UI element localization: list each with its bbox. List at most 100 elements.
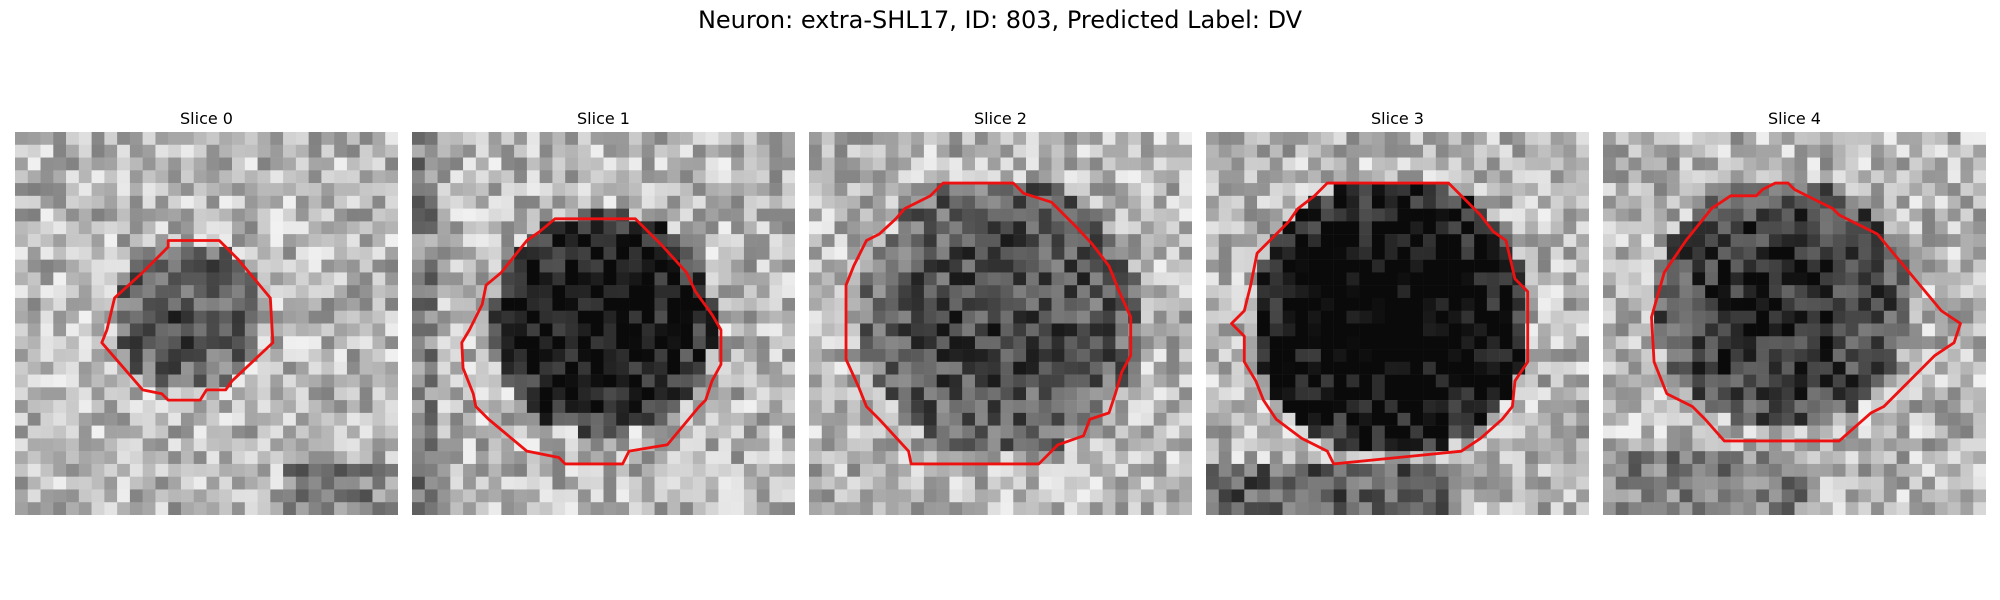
pixel-cell	[923, 285, 937, 299]
pixel-cell	[616, 425, 630, 439]
pixel-cell	[526, 157, 540, 171]
pixel-cell	[1756, 425, 1770, 439]
pixel-cell	[66, 157, 80, 171]
pixel-cell	[91, 349, 105, 363]
pixel-cell	[1397, 183, 1411, 197]
pixel-cell	[1282, 234, 1296, 248]
pixel-cell	[1794, 285, 1808, 299]
pixel-cell	[283, 489, 297, 503]
pixel-cell	[1666, 425, 1680, 439]
pixel-cell	[821, 323, 835, 337]
pixel-cell	[885, 132, 899, 146]
pixel-cell	[756, 476, 770, 490]
pixel-cell	[1615, 412, 1629, 426]
pixel-cell	[1423, 195, 1437, 209]
pixel-cell	[603, 221, 617, 235]
pixel-cell	[501, 285, 515, 299]
pixel-cell	[1308, 489, 1322, 503]
pixel-cell	[577, 132, 591, 146]
pixel-cell	[1615, 463, 1629, 477]
pixel-cell	[142, 183, 156, 197]
pixel-cell	[1896, 476, 1910, 490]
pixel-cell	[1781, 349, 1795, 363]
pixel-cell	[15, 144, 29, 158]
pixel-cell	[1064, 349, 1078, 363]
pixel-cell	[1140, 336, 1154, 350]
pixel-cell	[756, 208, 770, 222]
pixel-cell	[1308, 323, 1322, 337]
pixel-cell	[577, 336, 591, 350]
pixel-cell	[705, 208, 719, 222]
pixel-cell	[168, 183, 182, 197]
pixel-cell	[475, 374, 489, 388]
pixel-cell	[1563, 489, 1577, 503]
pixel-cell	[1013, 234, 1027, 248]
pixel-cell	[539, 323, 553, 337]
pixel-cell	[680, 234, 694, 248]
pixel-cell	[1295, 285, 1309, 299]
pixel-cell	[1435, 374, 1449, 388]
pixel-cell	[321, 451, 335, 465]
pixel-cell	[1666, 463, 1680, 477]
pixel-cell	[1206, 400, 1220, 414]
pixel-cell	[53, 144, 67, 158]
pixel-cell	[641, 246, 655, 260]
pixel-cell	[974, 438, 988, 452]
pixel-cell	[872, 489, 886, 503]
pixel-cell	[232, 144, 246, 158]
pixel-cell	[232, 425, 246, 439]
pixel-cell	[1486, 310, 1500, 324]
pixel-cell	[155, 170, 169, 184]
pixel-cell	[475, 144, 489, 158]
pixel-cell	[1717, 208, 1731, 222]
pixel-cell	[1679, 476, 1693, 490]
pixel-cell	[1960, 463, 1974, 477]
pixel-cell	[1730, 259, 1744, 273]
pixel-cell	[412, 297, 426, 311]
pixel-cell	[91, 183, 105, 197]
pixel-cell	[821, 310, 835, 324]
pixel-cell	[1743, 323, 1757, 337]
pixel-cell	[885, 297, 899, 311]
pixel-cell	[1960, 259, 1974, 273]
pixel-cell	[1371, 425, 1385, 439]
pixel-cell	[270, 297, 284, 311]
pixel-cell	[1423, 400, 1437, 414]
pixel-cell	[129, 183, 143, 197]
pixel-cell	[283, 476, 297, 490]
pixel-cell	[1218, 349, 1232, 363]
pixel-cell	[526, 463, 540, 477]
pixel-cell	[346, 157, 360, 171]
pixel-cell	[475, 221, 489, 235]
pixel-cell	[346, 221, 360, 235]
pixel-cell	[1550, 463, 1564, 477]
pixel-cell	[718, 285, 732, 299]
pixel-cell	[1807, 183, 1821, 197]
pixel-cell	[514, 336, 528, 350]
pixel-cell	[1371, 183, 1385, 197]
pixel-cell	[91, 195, 105, 209]
pixel-cell	[1269, 361, 1283, 375]
pixel-cell	[641, 144, 655, 158]
pixel-cell	[680, 502, 694, 515]
pixel-cell	[1000, 310, 1014, 324]
pixel-cell	[437, 208, 451, 222]
pixel-cell	[1628, 323, 1642, 337]
pixel-cell	[1550, 336, 1564, 350]
pixel-cell	[1064, 195, 1078, 209]
slice-title-3: Slice 3	[1371, 109, 1424, 128]
pixel-cell	[501, 451, 515, 465]
pixel-cell	[78, 170, 92, 184]
pixel-cell	[1563, 285, 1577, 299]
pixel-cell	[705, 438, 719, 452]
pixel-cell	[514, 170, 528, 184]
pixel-cell	[1563, 336, 1577, 350]
pixel-cell	[1371, 285, 1385, 299]
pixel-cell	[1077, 285, 1091, 299]
pixel-cell	[1153, 438, 1167, 452]
pixel-cell	[847, 234, 861, 248]
pixel-cell	[898, 400, 912, 414]
pixel-cell	[692, 132, 706, 146]
pixel-cell	[155, 259, 169, 273]
pixel-cell	[847, 476, 861, 490]
